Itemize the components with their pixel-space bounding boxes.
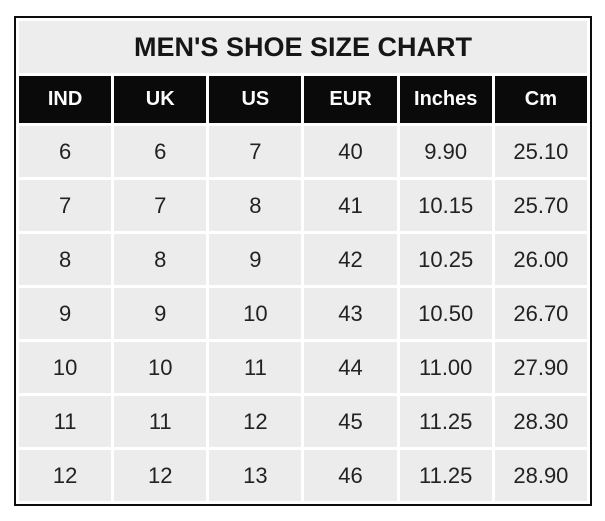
- table-row: 7 7 8 41 10.15 25.70: [19, 180, 587, 231]
- table-row: 11 11 12 45 11.25 28.30: [19, 396, 587, 447]
- column-header-eur: EUR: [304, 76, 397, 123]
- table-cell: 25.10: [494, 126, 587, 177]
- table-cell: 41: [304, 180, 397, 231]
- table-cell: 11: [209, 342, 302, 393]
- table-cell: 11.25: [399, 396, 492, 447]
- table-cell: 10.50: [399, 288, 492, 339]
- table-cell: 45: [304, 396, 397, 447]
- table-cell: 9: [19, 288, 112, 339]
- table-cell: 10: [114, 342, 207, 393]
- table-cell: 12: [114, 450, 207, 501]
- table-cell: 25.70: [494, 180, 587, 231]
- table-cell: 10: [19, 342, 112, 393]
- table-cell: 8: [209, 180, 302, 231]
- table-row: 6 6 7 40 9.90 25.10: [19, 126, 587, 177]
- table-cell: 7: [114, 180, 207, 231]
- table-cell: 46: [304, 450, 397, 501]
- table-cell: 6: [114, 126, 207, 177]
- table-row: 12 12 13 46 11.25 28.90: [19, 450, 587, 501]
- table-cell: 26.70: [494, 288, 587, 339]
- table-cell: 13: [209, 450, 302, 501]
- table-cell: 10: [209, 288, 302, 339]
- table-cell: 11: [19, 396, 112, 447]
- column-header-inches: Inches: [399, 76, 492, 123]
- table-cell: 11.25: [399, 450, 492, 501]
- table-cell: 7: [19, 180, 112, 231]
- table-cell: 9: [209, 234, 302, 285]
- table-row: 9 9 10 43 10.50 26.70: [19, 288, 587, 339]
- table-cell: 7: [209, 126, 302, 177]
- title-row: MEN'S SHOE SIZE CHART: [19, 21, 587, 73]
- table-cell: 40: [304, 126, 397, 177]
- table-cell: 9: [114, 288, 207, 339]
- table-cell: 10.25: [399, 234, 492, 285]
- table-cell: 8: [114, 234, 207, 285]
- table-cell: 44: [304, 342, 397, 393]
- table-cell: 11: [114, 396, 207, 447]
- table-cell: 28.90: [494, 450, 587, 501]
- column-header-cm: Cm: [494, 76, 587, 123]
- chart-title: MEN'S SHOE SIZE CHART: [19, 21, 587, 73]
- table-cell: 27.90: [494, 342, 587, 393]
- table-cell: 11.00: [399, 342, 492, 393]
- table-cell: 9.90: [399, 126, 492, 177]
- table-row: 8 8 9 42 10.25 26.00: [19, 234, 587, 285]
- table-cell: 12: [209, 396, 302, 447]
- column-header-uk: UK: [114, 76, 207, 123]
- table-cell: 43: [304, 288, 397, 339]
- table-cell: 8: [19, 234, 112, 285]
- table-cell: 28.30: [494, 396, 587, 447]
- table-cell: 12: [19, 450, 112, 501]
- table-row: 10 10 11 44 11.00 27.90: [19, 342, 587, 393]
- header-row: IND UK US EUR Inches Cm: [19, 76, 587, 123]
- shoe-size-chart-table: MEN'S SHOE SIZE CHART IND UK US EUR Inch…: [14, 16, 592, 506]
- column-header-us: US: [209, 76, 302, 123]
- table-cell: 6: [19, 126, 112, 177]
- column-header-ind: IND: [19, 76, 112, 123]
- table-cell: 10.15: [399, 180, 492, 231]
- table-cell: 42: [304, 234, 397, 285]
- table-cell: 26.00: [494, 234, 587, 285]
